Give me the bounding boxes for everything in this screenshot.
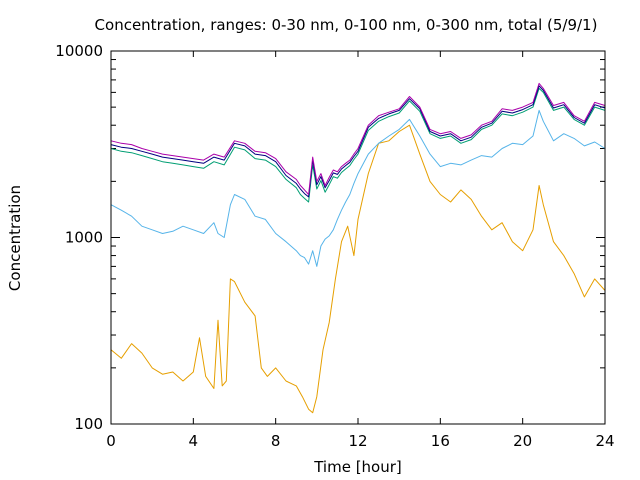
x-tick-label: 16: [431, 432, 450, 450]
chart-title: Concentration, ranges: 0-30 nm, 0-100 nm…: [95, 16, 598, 34]
series-line-3: [110, 87, 606, 203]
series-line-1: [110, 82, 606, 195]
series-line-2: [110, 85, 606, 198]
x-tick-label: 20: [513, 432, 532, 450]
plot-frame: [110, 50, 606, 425]
series-line-4: [110, 109, 606, 267]
series-line-5: [110, 124, 606, 414]
x-tick-label: 12: [348, 432, 367, 450]
x-tick-label: 24: [595, 432, 614, 450]
y-tick-label: 1000: [65, 229, 103, 247]
y-tick-label: 100: [74, 415, 103, 433]
x-axis-ticks: 0 4 8 12 16 20 24: [106, 51, 615, 450]
series-layer: [110, 82, 606, 414]
x-axis-label: Time [hour]: [313, 458, 402, 476]
y-axis-ticks: 100 1000 10000: [55, 42, 605, 433]
x-tick-label: 8: [271, 432, 281, 450]
y-tick-label: 10000: [55, 42, 103, 60]
x-tick-label: 0: [106, 432, 116, 450]
y-axis-label: Concentration: [6, 185, 24, 291]
x-tick-label: 4: [189, 432, 199, 450]
